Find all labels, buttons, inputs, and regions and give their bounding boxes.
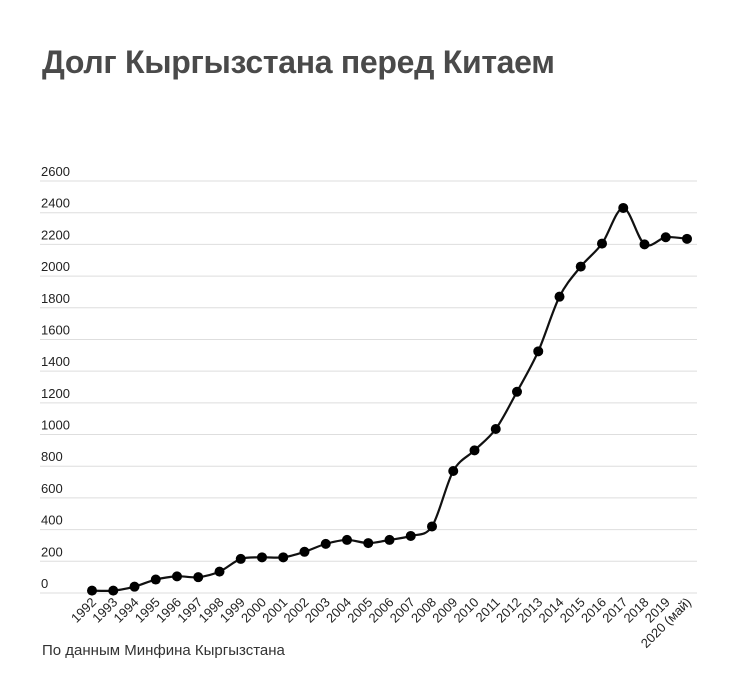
y-tick-label: 1600 <box>41 322 70 337</box>
data-point-2004 <box>342 534 352 545</box>
data-point-2001 <box>278 552 289 563</box>
data-point-2003 <box>320 538 331 549</box>
y-axis-ticks: 0 200 400 600 800 1000 1200 1400 1600 1800 2000 220… <box>41 164 70 591</box>
data-point-1995 <box>150 574 161 585</box>
data-point-2000 <box>257 552 267 563</box>
data-point-2014 <box>554 291 565 302</box>
data-point-1994 <box>129 581 140 592</box>
data-point-2008 <box>427 521 437 532</box>
data-point-2005 <box>363 538 374 549</box>
data-point-2006 <box>384 534 395 545</box>
data-point-2007 <box>405 530 416 541</box>
data-point-1999 <box>235 553 246 564</box>
data-point-1992 <box>87 585 97 596</box>
y-tick-label: 400 <box>41 513 63 528</box>
series-line <box>91 206 688 593</box>
y-tick-label: 1200 <box>41 386 70 401</box>
data-point-2013 <box>533 346 544 357</box>
data-point-2018 <box>639 239 650 250</box>
data-point-2012 <box>512 386 522 397</box>
data-point-2020 (май) <box>682 233 692 244</box>
data-point-1993 <box>108 585 119 596</box>
data-point-2015 <box>575 261 586 272</box>
source-note: По данным Минфина Кыргызстана <box>42 642 285 659</box>
data-point-2009 <box>448 465 459 476</box>
data-point-1997 <box>193 572 204 583</box>
y-tick-label: 2600 <box>41 164 70 179</box>
data-point-2019 <box>660 232 671 243</box>
data-point-1996 <box>172 571 182 582</box>
y-tick-label: 800 <box>41 449 63 464</box>
data-point-2010 <box>469 445 480 456</box>
grid-layer <box>40 180 697 594</box>
data-point-2016 <box>597 238 607 249</box>
data-point-2017 <box>618 202 629 213</box>
y-tick-label: 2200 <box>41 227 70 242</box>
y-tick-label: 1000 <box>41 418 70 433</box>
series-layer <box>87 202 692 596</box>
data-point-2002 <box>299 546 310 557</box>
x-axis-ticks: 1992199319941995199619971998199920002001… <box>68 595 694 651</box>
y-tick-label: 2000 <box>41 259 70 274</box>
y-tick-label: 600 <box>41 481 63 496</box>
y-tick-label: 0 <box>41 576 48 591</box>
chart-title: Долг Кыргызстана перед Китаем <box>42 44 555 80</box>
data-point-2011 <box>490 423 501 434</box>
y-tick-label: 1400 <box>41 354 70 369</box>
y-tick-label: 2400 <box>41 196 70 211</box>
y-tick-label: 200 <box>41 544 63 559</box>
data-point-1998 <box>214 566 225 577</box>
y-tick-label: 1800 <box>41 291 70 306</box>
